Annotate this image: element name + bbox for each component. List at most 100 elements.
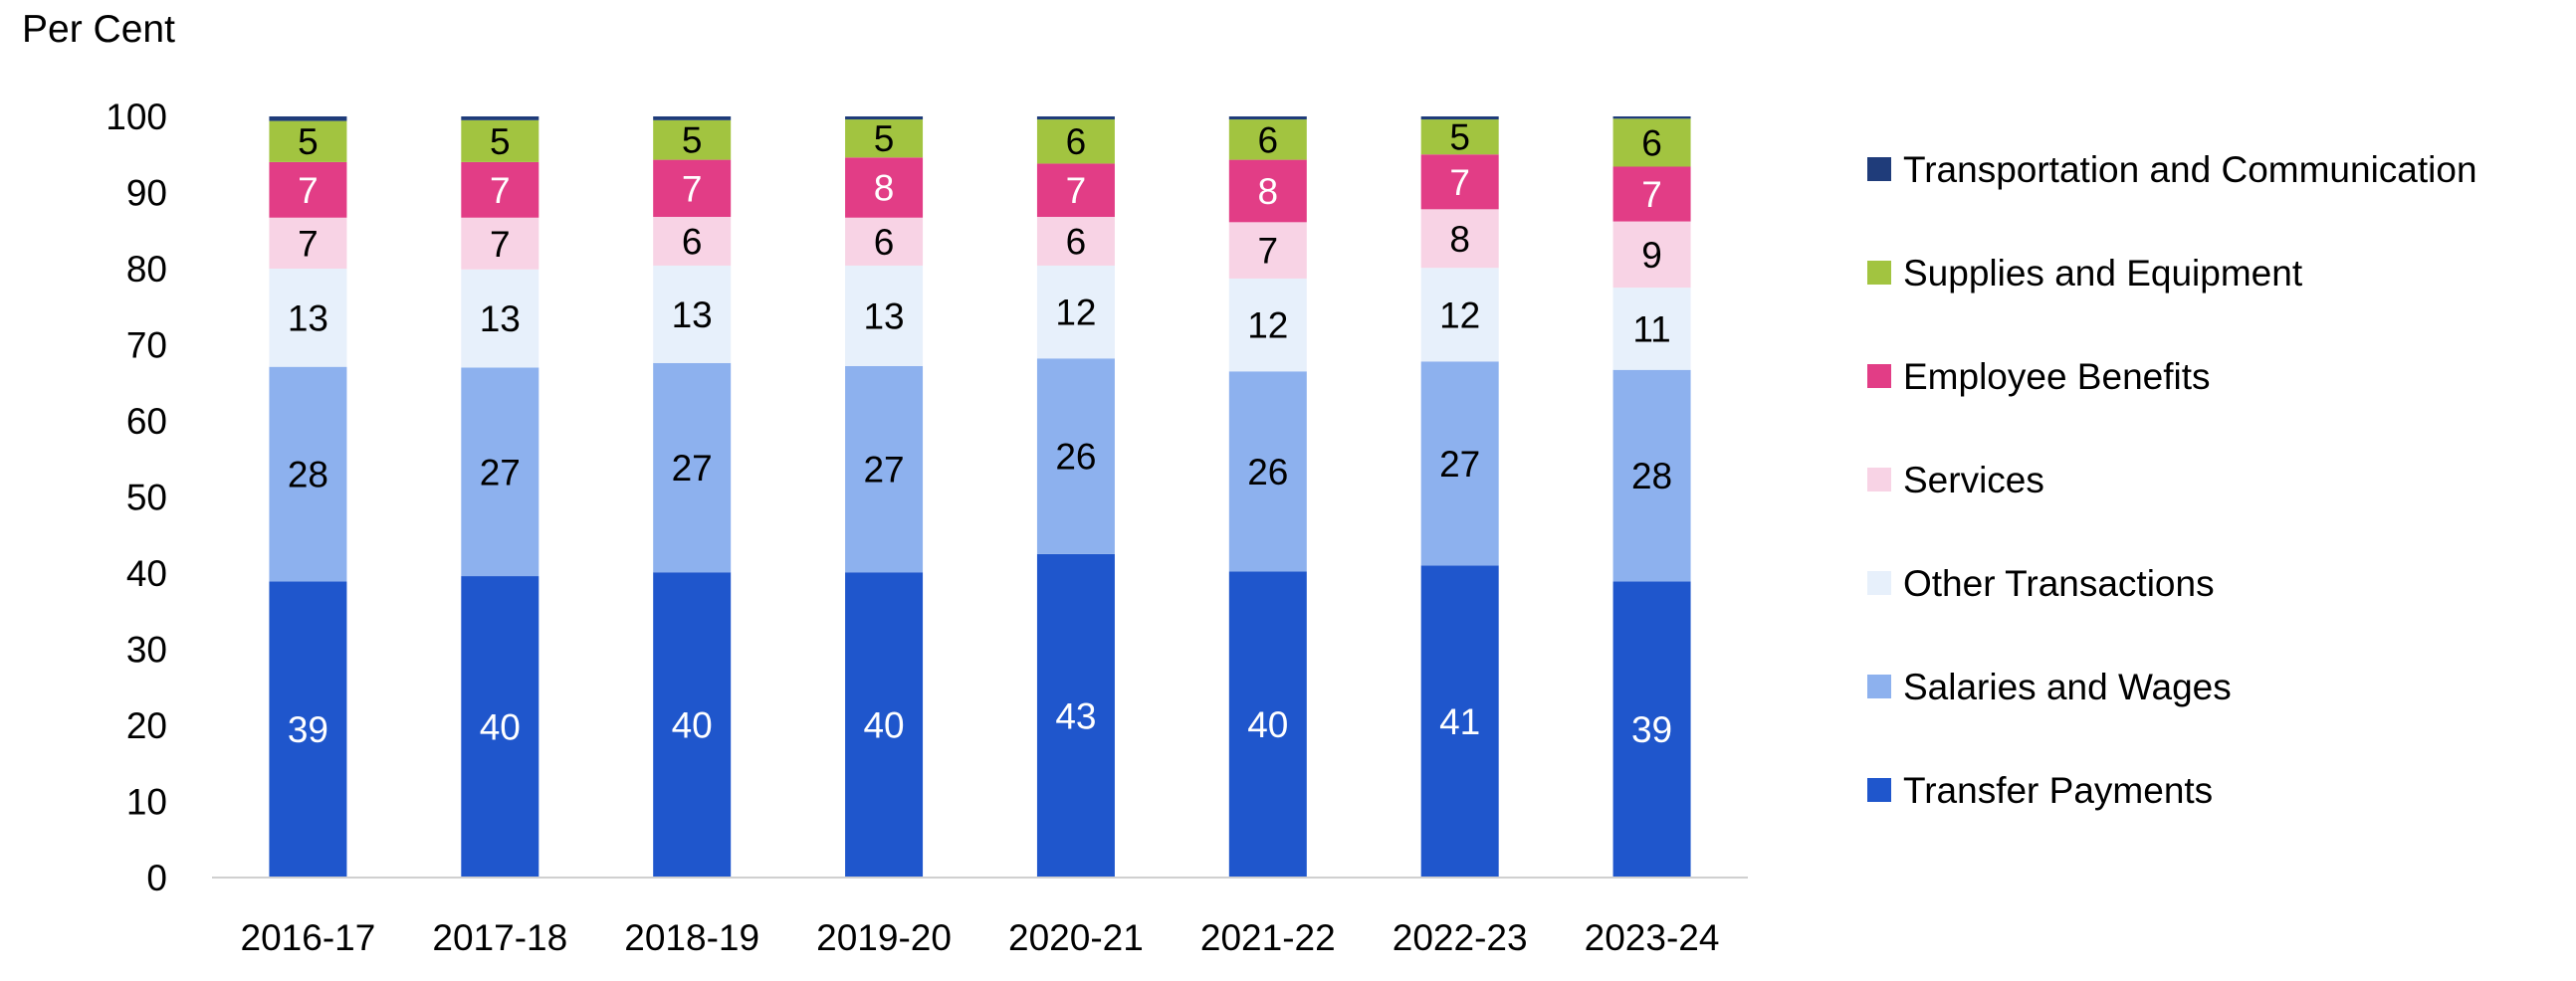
data-label: 28 [288, 455, 328, 495]
data-label: 26 [1247, 452, 1288, 492]
data-label: 7 [490, 224, 511, 265]
bar-segment [1228, 278, 1307, 372]
data-label: 13 [288, 297, 328, 338]
data-label: 13 [480, 298, 521, 339]
bar-segment [461, 161, 539, 218]
data-label: 41 [1439, 701, 1480, 742]
legend-label: Other Transactions [1903, 563, 2215, 604]
bar-segment [845, 265, 924, 366]
data-label: 40 [480, 707, 521, 748]
bar-segment [461, 116, 539, 120]
y-tick-label: 10 [126, 782, 167, 823]
bar-segment [845, 157, 924, 218]
bar-segment [269, 161, 347, 218]
x-axis-ticks: 2016-17 2017-18 2018-19 2019-20 2020-21 2021-… [241, 917, 1720, 958]
y-tick-label: 100 [106, 97, 167, 137]
bar-segment [269, 116, 347, 121]
bar-segment [1612, 116, 1691, 119]
bar-segment [653, 216, 732, 266]
data-label: 40 [672, 705, 713, 746]
legend-swatch [1867, 778, 1891, 802]
legend-label: Employee Benefits [1903, 356, 2211, 397]
data-label: 6 [682, 221, 703, 262]
x-tick-label: 2017-18 [432, 917, 567, 958]
legend-label: Transportation and Communication [1903, 149, 2477, 190]
bar-segment [1036, 265, 1115, 359]
y-tick-label: 60 [126, 401, 167, 442]
bar-segment [269, 366, 347, 582]
x-tick-label: 2019-20 [816, 917, 952, 958]
x-tick-label: 2021-22 [1200, 917, 1336, 958]
x-tick-label: 2022-23 [1393, 917, 1528, 958]
y-tick-label: 20 [126, 705, 167, 746]
data-label: 27 [863, 450, 904, 490]
bar-segment [845, 217, 924, 266]
legend-label: Transfer Payments [1903, 770, 2213, 811]
data-label: 7 [490, 170, 511, 211]
bar-segment [269, 581, 347, 878]
bar-segment [1228, 371, 1307, 572]
data-label: 39 [288, 709, 328, 750]
data-label: 26 [1055, 437, 1096, 478]
bar-segment [1420, 268, 1499, 362]
legend-swatch [1867, 157, 1891, 181]
data-label: 13 [672, 294, 713, 335]
data-label: 27 [480, 452, 521, 492]
data-label: 7 [682, 168, 703, 209]
data-label: 40 [863, 705, 904, 746]
data-label: 7 [1066, 170, 1087, 211]
bar-segment [653, 119, 732, 160]
bar-segment [461, 217, 539, 270]
bar-segment [653, 265, 732, 363]
bar-segment [1612, 369, 1691, 582]
bar-segment [1036, 119, 1115, 164]
bar-segment [1612, 118, 1691, 167]
y-tick-label: 40 [126, 553, 167, 594]
data-label: 7 [298, 170, 319, 211]
bar-segment [269, 217, 347, 269]
data-label: 9 [1641, 235, 1662, 276]
bar-segment [1420, 361, 1499, 566]
x-tick-label: 2018-19 [624, 917, 759, 958]
bar-segment [1612, 221, 1691, 289]
bar-segment [1228, 119, 1307, 160]
data-label: 12 [1055, 293, 1096, 333]
data-label: 5 [874, 118, 895, 159]
data-label: 6 [874, 222, 895, 263]
data-label: 39 [1631, 709, 1672, 750]
bar-segment [1228, 571, 1307, 878]
data-label: 7 [298, 223, 319, 264]
data-label: 5 [1449, 117, 1470, 158]
data-label: 8 [1449, 219, 1470, 260]
data-label: 7 [1641, 174, 1662, 215]
bar-segment [845, 572, 924, 878]
legend-swatch [1867, 468, 1891, 491]
x-tick-label: 2020-21 [1008, 917, 1144, 958]
bars: 3928137754027137754027136754027136854326… [269, 116, 1691, 878]
bar-segment [461, 269, 539, 368]
legend-label: Supplies and Equipment [1903, 253, 2303, 294]
bar-segment [653, 159, 732, 217]
legend-label: Salaries and Wages [1903, 667, 2232, 707]
data-label: 5 [682, 120, 703, 161]
data-label: 12 [1247, 305, 1288, 346]
data-label: 11 [1632, 308, 1670, 349]
x-tick-label: 2016-17 [241, 917, 376, 958]
y-tick-label: 30 [126, 630, 167, 671]
bar-segment [1420, 119, 1499, 155]
data-label: 13 [863, 295, 904, 336]
data-label: 5 [298, 121, 319, 162]
legend-swatch [1867, 675, 1891, 698]
bar-segment [461, 576, 539, 878]
y-tick-label: 0 [146, 858, 167, 898]
bar-segment [1036, 116, 1115, 120]
x-tick-label: 2023-24 [1585, 917, 1720, 958]
bar-segment [461, 119, 539, 162]
y-tick-label: 70 [126, 325, 167, 366]
y-tick-label: 90 [126, 173, 167, 214]
bar-segment [1612, 288, 1691, 370]
legend: Transportation and Communication Supplies… [1867, 149, 2477, 811]
data-label: 7 [1449, 162, 1470, 203]
bar-segment [269, 120, 347, 162]
bar-segment [1228, 222, 1307, 279]
